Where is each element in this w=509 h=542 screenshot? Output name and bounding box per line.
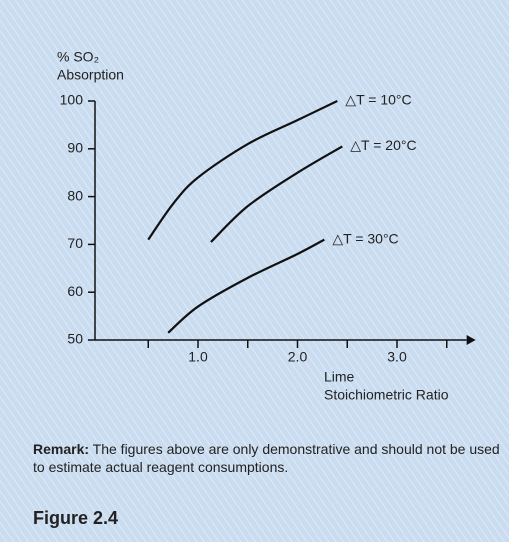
series-label: △T = 30°C [332, 230, 398, 246]
curve [167, 238, 325, 334]
y-tick-label: 100 [60, 92, 84, 108]
y-tick-label: 50 [67, 331, 83, 347]
x-axis-label: Lime [324, 369, 355, 385]
x-tick-label: 1.0 [188, 349, 208, 365]
y-tick-label: 60 [67, 283, 83, 299]
y-tick-label: 70 [67, 235, 83, 251]
figure-caption: Figure 2.4 [33, 508, 119, 528]
x-tick-label: 3.0 [387, 349, 407, 365]
remark: Remark: The figures above are only demon… [33, 440, 503, 476]
curve [210, 145, 343, 243]
y-axis-label: % SO₂ [57, 49, 99, 65]
y-axis-label: Absorption [57, 67, 124, 83]
series-label: △T = 20°C [350, 137, 416, 153]
y-tick-label: 90 [67, 140, 83, 156]
remark-text: The figures above are only demonstrative… [33, 441, 500, 475]
x-tick-label: 2.0 [288, 349, 308, 365]
remark-label: Remark: [33, 441, 90, 457]
y-tick-label: 80 [67, 187, 83, 203]
series-label: △T = 10°C [345, 92, 411, 108]
curve [147, 100, 338, 241]
x-axis-arrow [466, 335, 476, 345]
x-axis-label: Stoichiometric Ratio [324, 387, 449, 403]
